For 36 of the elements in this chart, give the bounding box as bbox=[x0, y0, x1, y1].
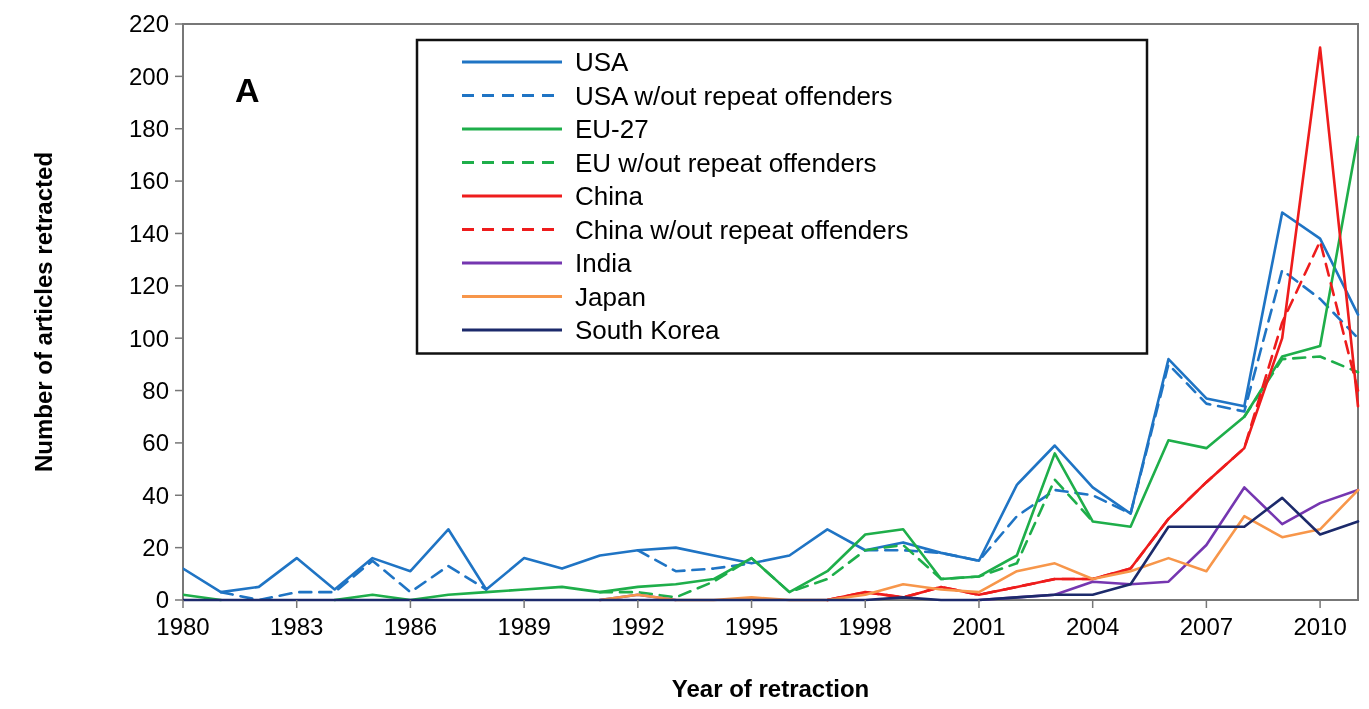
y-tick-label: 60 bbox=[142, 429, 169, 457]
legend-label: China w/out repeat offenders bbox=[575, 214, 909, 245]
line-series bbox=[183, 496, 1360, 602]
x-tick-label: 1998 bbox=[838, 613, 892, 640]
x-tick-label: 2007 bbox=[1179, 613, 1234, 640]
y-tick-label: 180 bbox=[128, 115, 169, 143]
annotation: A bbox=[235, 71, 260, 109]
legend-label: EU-27 bbox=[575, 114, 649, 145]
legend-label: South Korea bbox=[575, 315, 721, 346]
y-tick-label: 40 bbox=[142, 481, 169, 509]
x-tick-label: 2001 bbox=[952, 613, 1006, 640]
y-tick-label: 120 bbox=[128, 272, 169, 300]
legend-label: China bbox=[575, 181, 644, 212]
x-tick-label: 1980 bbox=[156, 613, 210, 640]
legend-label: Japan bbox=[575, 281, 646, 312]
legend-label: India bbox=[575, 248, 632, 279]
x-tick-label: 2010 bbox=[1293, 613, 1347, 640]
y-tick-label: 20 bbox=[142, 534, 169, 562]
y-tick-label: 160 bbox=[128, 167, 169, 195]
y-tick-label: 0 bbox=[155, 586, 169, 614]
y-tick-label: 100 bbox=[128, 324, 169, 352]
legend-label: EU w/out repeat offenders bbox=[575, 147, 877, 178]
x-tick-label: 2004 bbox=[1065, 613, 1120, 640]
x-tick-label: 1986 bbox=[383, 613, 438, 640]
legend-label: USA w/out repeat offenders bbox=[575, 80, 893, 111]
y-tick-label: 140 bbox=[128, 219, 169, 247]
x-tick-label: 1995 bbox=[724, 613, 779, 640]
y-tick-label: 220 bbox=[128, 10, 169, 38]
x-tick-label: 1989 bbox=[497, 613, 551, 640]
x-tick-label: 1992 bbox=[611, 613, 665, 640]
y-tick-label: 200 bbox=[128, 62, 169, 90]
y-tick-label: 80 bbox=[142, 376, 169, 404]
legend-label: USA bbox=[575, 47, 630, 78]
x-axis-title: Year of retraction bbox=[671, 675, 870, 702]
x-tick-label: 1983 bbox=[270, 613, 324, 640]
y-axis-title: Number of articles retracted bbox=[30, 151, 57, 473]
